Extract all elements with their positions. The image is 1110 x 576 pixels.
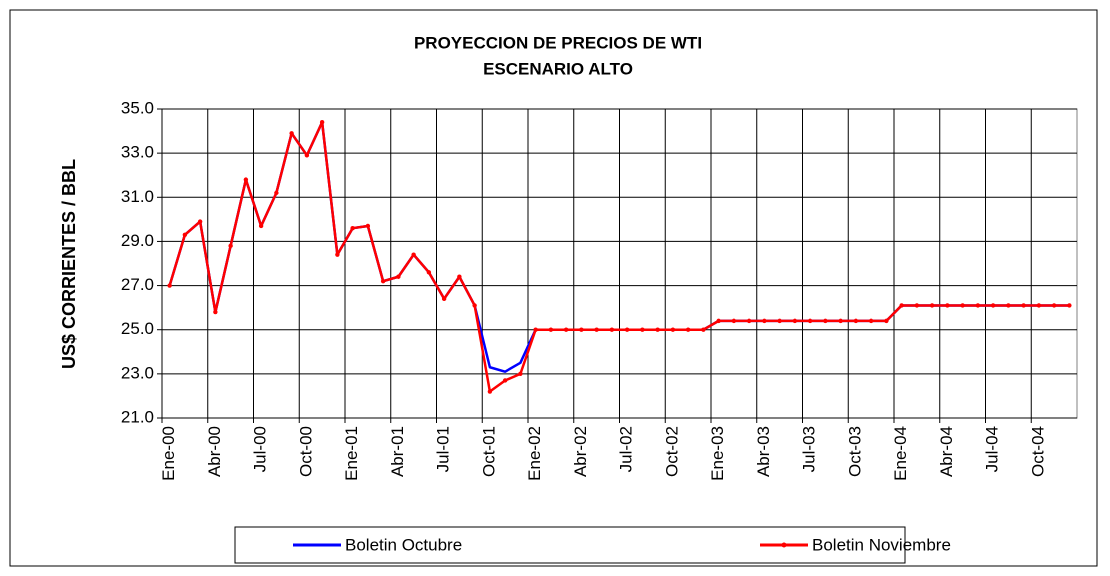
chart-title: PROYECCION DE PRECIOS DE WTI bbox=[414, 33, 702, 52]
point bbox=[594, 327, 599, 332]
point bbox=[853, 318, 859, 324]
point bbox=[929, 303, 935, 308]
y-tick-label: 25.0 bbox=[121, 319, 154, 338]
point bbox=[716, 318, 721, 324]
y-tick-label: 29.0 bbox=[121, 231, 154, 250]
x-tick-label: Oct-00 bbox=[296, 426, 315, 477]
legend-label: Boletin Octubre bbox=[345, 535, 462, 554]
point bbox=[548, 327, 554, 332]
x-tick-label: Jul-00 bbox=[251, 426, 270, 472]
point bbox=[182, 232, 188, 238]
legend-label: Boletin Noviembre bbox=[812, 535, 951, 554]
point bbox=[289, 131, 294, 136]
point bbox=[1036, 303, 1042, 308]
point bbox=[777, 318, 782, 324]
point bbox=[1067, 303, 1072, 308]
point bbox=[701, 327, 706, 332]
y-tick-label: 35.0 bbox=[121, 98, 154, 117]
y-tick-label: 23.0 bbox=[121, 363, 154, 382]
point bbox=[304, 153, 310, 158]
x-tick-label: Oct-02 bbox=[662, 426, 681, 477]
point bbox=[213, 309, 218, 315]
point bbox=[1006, 303, 1011, 308]
point bbox=[487, 389, 493, 394]
x-tick-label: Abr-02 bbox=[571, 426, 590, 477]
point bbox=[1021, 303, 1026, 308]
point bbox=[823, 318, 828, 324]
point bbox=[319, 120, 325, 125]
y-tick-label: 27.0 bbox=[121, 275, 154, 294]
point bbox=[960, 303, 965, 308]
point bbox=[990, 303, 996, 308]
point bbox=[914, 303, 920, 308]
point bbox=[838, 318, 843, 324]
y-axis-title: US$ CORRIENTES / BBL bbox=[59, 159, 79, 369]
x-tick-label: Abr-00 bbox=[205, 426, 224, 477]
point bbox=[655, 327, 660, 332]
point bbox=[579, 327, 584, 332]
y-tick-label: 31.0 bbox=[121, 187, 154, 206]
x-tick-label: Ene-04 bbox=[891, 426, 910, 481]
point bbox=[228, 243, 233, 249]
point bbox=[807, 318, 813, 324]
point bbox=[365, 223, 371, 229]
point bbox=[746, 318, 752, 324]
point bbox=[731, 318, 737, 324]
point bbox=[975, 303, 981, 308]
point bbox=[518, 371, 523, 377]
point bbox=[533, 327, 538, 332]
point bbox=[884, 318, 889, 324]
x-tick-label: Oct-01 bbox=[479, 426, 498, 477]
series-line bbox=[168, 120, 1070, 393]
y-tick-label: 21.0 bbox=[121, 407, 154, 426]
point bbox=[868, 318, 874, 324]
point bbox=[472, 303, 477, 308]
point bbox=[502, 378, 508, 383]
x-tick-label: Jul-04 bbox=[983, 426, 1002, 472]
y-tick-label: 33.0 bbox=[121, 143, 154, 162]
point bbox=[167, 283, 172, 288]
point bbox=[670, 327, 676, 332]
x-tick-label: Ene-01 bbox=[342, 426, 361, 481]
point bbox=[335, 252, 340, 257]
x-tick-label: Oct-04 bbox=[1028, 426, 1047, 477]
point bbox=[411, 252, 416, 257]
x-tick-label: Jul-02 bbox=[617, 426, 636, 472]
x-tick-label: Abr-03 bbox=[754, 426, 773, 477]
point bbox=[899, 303, 904, 308]
point bbox=[396, 274, 401, 279]
point bbox=[441, 296, 447, 302]
point bbox=[274, 190, 279, 196]
x-tick-label: Ene-02 bbox=[525, 426, 544, 481]
point bbox=[640, 327, 645, 332]
point bbox=[197, 219, 203, 224]
point bbox=[258, 223, 264, 229]
point bbox=[380, 278, 386, 284]
legend-marker bbox=[781, 542, 787, 548]
point bbox=[243, 177, 249, 182]
point bbox=[457, 274, 462, 279]
point bbox=[792, 318, 798, 324]
point bbox=[350, 225, 355, 231]
point bbox=[945, 303, 950, 308]
point bbox=[563, 327, 569, 332]
x-tick-label: Jul-01 bbox=[434, 426, 453, 472]
x-tick-label: Oct-03 bbox=[845, 426, 864, 477]
point bbox=[624, 327, 630, 332]
chart-subtitle: ESCENARIO ALTO bbox=[483, 59, 633, 78]
x-tick-label: Abr-04 bbox=[937, 426, 956, 477]
x-tick-label: Ene-03 bbox=[708, 426, 727, 481]
point bbox=[762, 318, 767, 324]
x-tick-label: Jul-03 bbox=[800, 426, 819, 472]
point bbox=[685, 327, 691, 332]
point bbox=[1051, 303, 1057, 308]
point bbox=[426, 270, 432, 275]
x-tick-label: Abr-01 bbox=[388, 426, 407, 477]
x-tick-label: Ene-00 bbox=[159, 426, 178, 481]
point bbox=[609, 327, 615, 332]
